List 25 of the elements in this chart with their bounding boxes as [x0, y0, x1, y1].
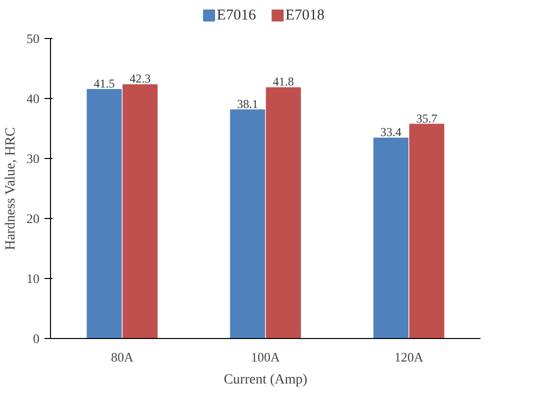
- y-tick-label: 30: [26, 151, 40, 166]
- legend-label: E7018: [285, 8, 325, 24]
- bar: [86, 89, 122, 338]
- x-axis-title: Current (Amp): [224, 372, 308, 388]
- legend-label: E7016: [216, 8, 256, 24]
- data-label: 33.4: [380, 125, 402, 140]
- y-axis-title: Hardness Value, HRC: [4, 127, 18, 250]
- bar: [230, 109, 266, 338]
- data-label: 35.7: [416, 111, 438, 126]
- x-tick-label: 80A: [110, 350, 134, 364]
- data-label: 38.1: [237, 96, 258, 111]
- y-tick-label: 0: [33, 331, 40, 346]
- bar: [373, 138, 408, 338]
- y-tick-label: 40: [26, 91, 40, 106]
- x-tick-label: 100A: [251, 350, 281, 364]
- data-label: 42.3: [130, 72, 151, 86]
- data-label: 41.8: [272, 74, 294, 89]
- y-tick-label: 10: [26, 271, 40, 286]
- data-label: 41.5: [94, 76, 115, 90]
- bar: [122, 84, 158, 338]
- y-tick-label: 50: [26, 31, 40, 46]
- bar: [409, 124, 444, 338]
- bar: [266, 87, 301, 338]
- y-tick-label: 20: [26, 211, 40, 226]
- x-tick-label: 120A: [394, 350, 424, 364]
